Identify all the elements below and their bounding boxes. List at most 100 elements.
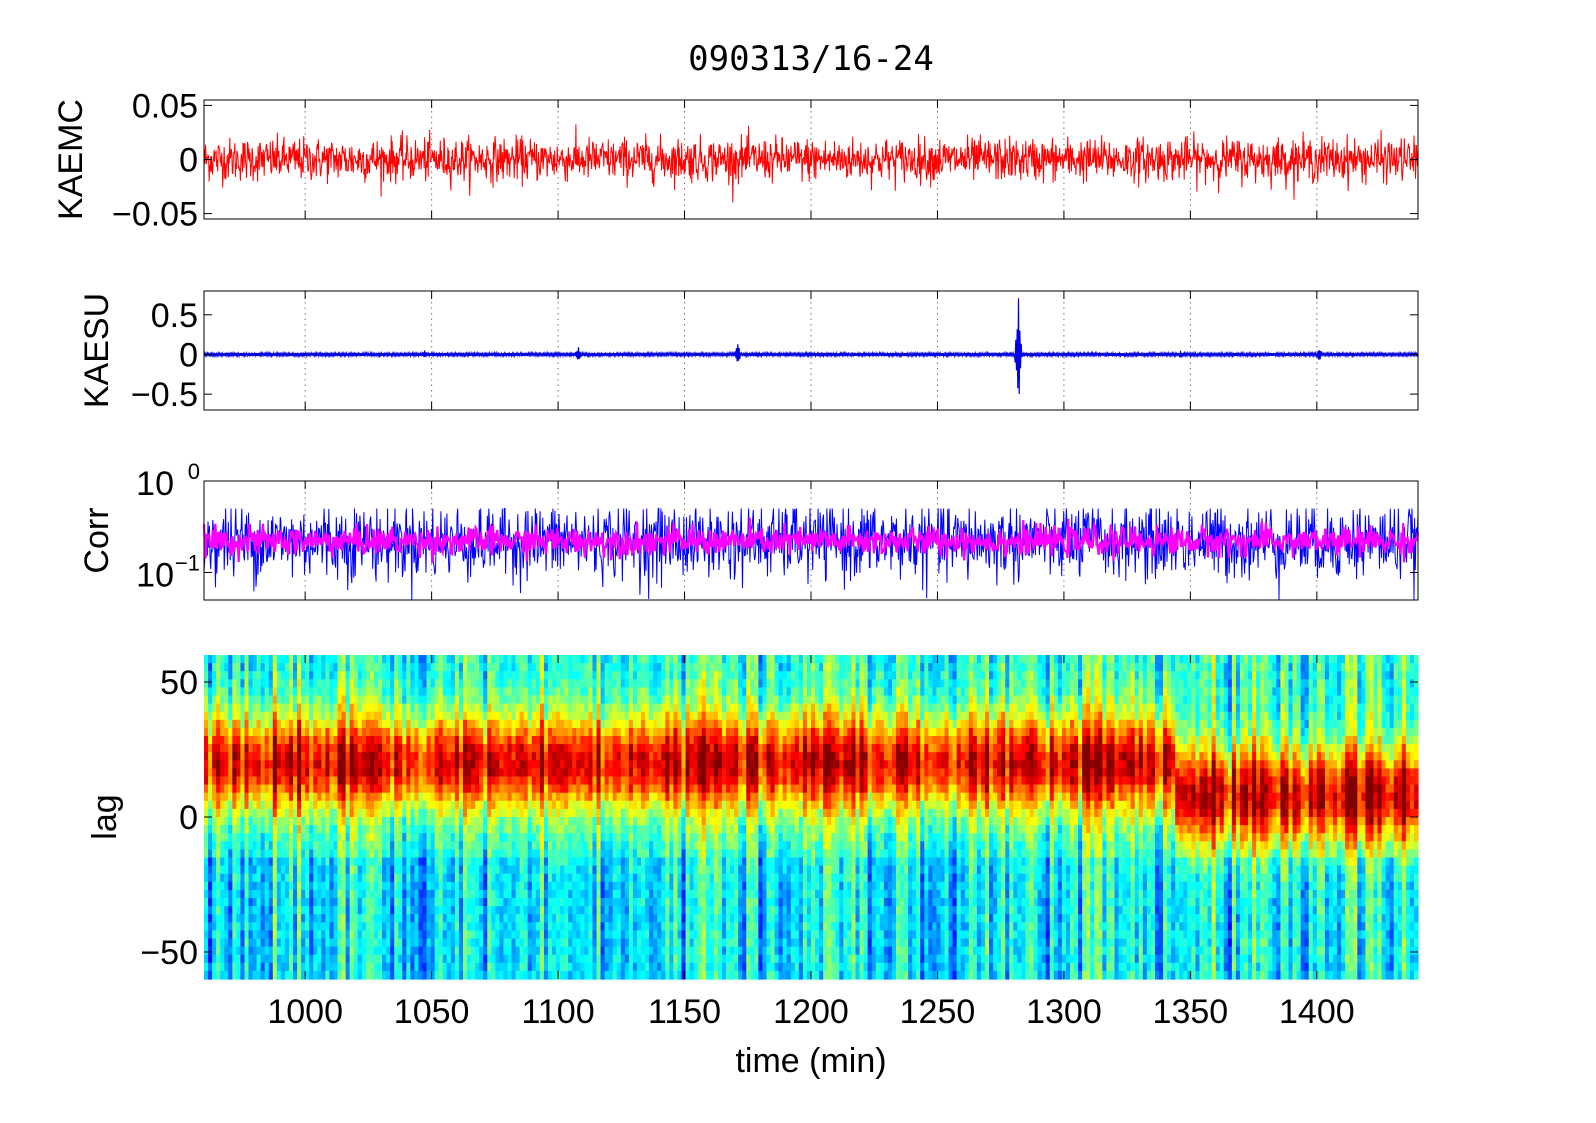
heatmap-cell xyxy=(264,881,270,891)
heatmap-cell xyxy=(236,946,242,956)
heatmap-cell xyxy=(248,946,254,956)
heatmap-cell xyxy=(329,849,335,859)
heatmap-cell xyxy=(442,914,448,923)
heatmap-cell xyxy=(568,679,573,688)
heatmap-cell xyxy=(632,857,638,867)
heatmap-cell xyxy=(373,970,379,980)
heatmap-cell xyxy=(386,744,391,753)
heatmap-cell xyxy=(208,930,213,940)
heatmap-cell xyxy=(390,808,395,818)
heatmap-cell xyxy=(309,970,314,980)
heatmap-cell xyxy=(673,671,679,680)
heatmap-cell xyxy=(458,906,464,915)
heatmap-cell xyxy=(406,679,411,688)
heatmap-cell xyxy=(535,784,541,794)
heatmap-cell xyxy=(685,736,691,745)
heatmap-cell xyxy=(236,695,242,705)
heatmap-cell xyxy=(224,744,229,753)
heatmap-cell xyxy=(649,808,654,818)
heatmap-cell xyxy=(373,736,379,745)
heatmap-cell xyxy=(224,727,229,737)
heatmap-cell xyxy=(430,663,436,672)
heatmap-cell xyxy=(321,703,326,713)
heatmap-cell xyxy=(661,881,666,891)
heatmap-cell xyxy=(531,719,537,729)
heatmap-cell xyxy=(487,679,492,688)
heatmap-cell xyxy=(608,792,614,802)
heatmap-cell xyxy=(499,727,505,737)
heatmap-cell xyxy=(325,776,331,786)
heatmap-cell xyxy=(442,760,448,769)
heatmap-cell xyxy=(341,833,347,842)
heatmap-cell xyxy=(624,800,630,810)
heatmap-cell xyxy=(216,873,221,883)
heatmap-cell xyxy=(653,841,658,850)
heatmap-cell xyxy=(535,849,541,859)
heatmap-cell xyxy=(600,881,606,891)
heatmap-cell xyxy=(620,825,626,834)
heatmap-cell xyxy=(345,873,351,883)
heatmap-cell xyxy=(260,841,266,850)
heatmap-cell xyxy=(499,954,505,964)
heatmap-cell xyxy=(268,873,274,883)
heatmap-cell xyxy=(260,792,266,802)
heatmap-cell xyxy=(495,695,501,705)
heatmap-cell xyxy=(293,914,298,923)
heatmap-cell xyxy=(402,873,407,883)
heatmap-cell xyxy=(357,914,363,923)
heatmap-cell xyxy=(325,744,331,753)
heatmap-cell xyxy=(653,727,658,737)
heatmap-cell xyxy=(454,954,460,964)
heatmap-cell xyxy=(284,906,290,915)
heatmap-cell xyxy=(446,671,452,680)
heatmap-cell xyxy=(624,808,630,818)
heatmap-cell xyxy=(560,719,565,729)
heatmap-cell xyxy=(475,695,480,705)
heatmap-cell xyxy=(341,914,347,923)
heatmap-cell xyxy=(673,655,679,664)
heatmap-cell xyxy=(394,946,399,956)
heatmap-cell xyxy=(236,922,242,931)
heatmap-cell xyxy=(357,687,363,697)
heatmap-cell xyxy=(572,881,577,891)
heatmap-cell xyxy=(373,679,379,688)
heatmap-cell xyxy=(535,744,541,753)
heatmap-cell xyxy=(410,930,416,940)
heatmap-cell xyxy=(547,914,553,923)
heatmap-cell xyxy=(661,727,666,737)
heatmap-cell xyxy=(402,914,407,923)
heatmap-cell xyxy=(305,719,310,729)
heatmap-cell xyxy=(418,906,424,915)
heatmap-cell xyxy=(515,922,521,931)
heatmap-cell xyxy=(539,906,545,915)
heatmap-cell xyxy=(503,800,509,810)
heatmap-cell xyxy=(649,849,654,859)
heatmap-cell xyxy=(495,865,501,875)
heatmap-cell xyxy=(204,970,209,980)
heatmap-cell xyxy=(479,930,484,940)
heatmap-cell xyxy=(382,655,387,664)
heatmap-cell xyxy=(297,954,302,964)
heatmap-cell xyxy=(216,930,221,940)
heatmap-cell xyxy=(543,727,549,737)
heatmap-cell xyxy=(272,849,278,859)
heatmap-cell xyxy=(467,865,472,875)
heatmap-cell xyxy=(426,800,432,810)
heatmap-cell xyxy=(212,849,217,859)
heatmap-cell xyxy=(418,736,424,745)
heatmap-cell xyxy=(564,808,569,818)
heatmap-cell xyxy=(576,857,581,867)
heatmap-cell xyxy=(681,727,687,737)
heatmap-cell xyxy=(669,889,675,899)
heatmap-cell xyxy=(471,687,476,697)
heatmap-cell xyxy=(471,889,476,899)
heatmap-cell xyxy=(398,727,403,737)
heatmap-cell xyxy=(596,719,602,729)
heatmap-cell xyxy=(519,671,525,680)
heatmap-cell xyxy=(665,946,670,956)
heatmap-cell xyxy=(297,808,302,818)
heatmap-cell xyxy=(661,946,666,956)
heatmap-cell xyxy=(649,655,654,664)
heatmap-cell xyxy=(454,752,460,761)
heatmap-cell xyxy=(632,719,638,729)
